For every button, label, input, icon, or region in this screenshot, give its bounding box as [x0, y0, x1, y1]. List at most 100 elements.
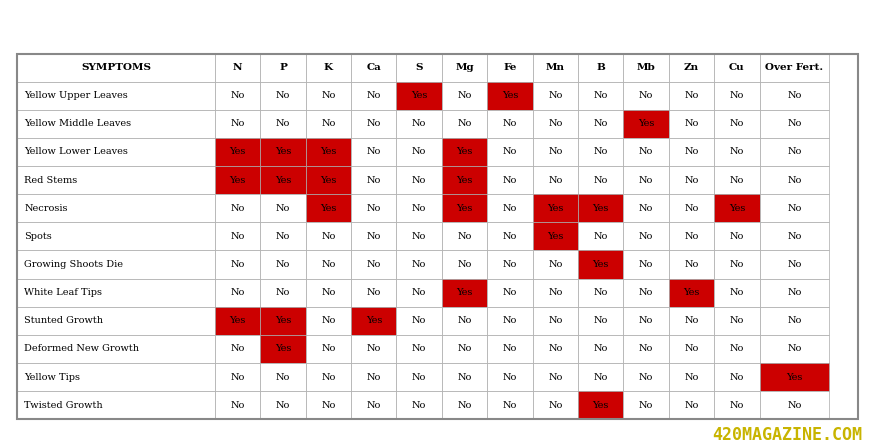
Text: No: No: [548, 120, 563, 128]
Bar: [260, 279, 306, 307]
Bar: [215, 279, 260, 307]
Text: No: No: [412, 148, 427, 157]
Bar: [714, 279, 760, 307]
Bar: [442, 82, 487, 110]
Text: No: No: [367, 372, 381, 381]
Text: Yes: Yes: [729, 204, 745, 213]
Bar: [714, 82, 760, 110]
Bar: [306, 335, 351, 363]
Text: Yellow Upper Leaves: Yellow Upper Leaves: [24, 91, 128, 100]
Text: Yes: Yes: [787, 372, 803, 381]
Bar: [714, 307, 760, 335]
Bar: [396, 251, 442, 279]
Bar: [396, 82, 442, 110]
Bar: [578, 363, 624, 391]
Text: No: No: [548, 401, 563, 410]
Bar: [578, 138, 624, 166]
Text: 420MAGAZINE.COM: 420MAGAZINE.COM: [712, 426, 862, 444]
Text: Necrosis: Necrosis: [24, 204, 68, 213]
Bar: [533, 335, 578, 363]
Text: No: No: [730, 372, 744, 381]
Text: Stunted Growth: Stunted Growth: [24, 316, 104, 325]
Text: No: No: [685, 204, 699, 213]
Text: Yes: Yes: [275, 176, 291, 185]
Text: Deformed New Growth: Deformed New Growth: [24, 344, 139, 353]
Bar: [215, 363, 260, 391]
Bar: [533, 54, 578, 82]
Bar: [17, 391, 215, 419]
Text: Yes: Yes: [275, 344, 291, 353]
Text: Yes: Yes: [592, 260, 609, 269]
Text: Yes: Yes: [229, 176, 246, 185]
Bar: [533, 110, 578, 138]
Bar: [351, 166, 396, 194]
Text: No: No: [787, 148, 801, 157]
Text: Yes: Yes: [684, 288, 699, 297]
Text: No: No: [367, 91, 381, 100]
Text: No: No: [321, 316, 335, 325]
Text: No: No: [412, 401, 427, 410]
Bar: [669, 82, 714, 110]
Bar: [669, 251, 714, 279]
Bar: [306, 166, 351, 194]
Text: No: No: [321, 91, 335, 100]
Bar: [578, 222, 624, 251]
Text: Yes: Yes: [321, 148, 336, 157]
Bar: [714, 335, 760, 363]
Text: No: No: [685, 91, 699, 100]
Bar: [442, 391, 487, 419]
Text: N: N: [233, 63, 242, 72]
Text: No: No: [503, 148, 517, 157]
Bar: [351, 335, 396, 363]
Text: No: No: [787, 344, 801, 353]
Bar: [306, 222, 351, 251]
Text: No: No: [593, 344, 608, 353]
Text: Yes: Yes: [547, 204, 564, 213]
Text: No: No: [503, 288, 517, 297]
Bar: [669, 279, 714, 307]
Bar: [624, 335, 669, 363]
Bar: [760, 335, 829, 363]
Bar: [487, 363, 533, 391]
Text: Ca: Ca: [367, 63, 381, 72]
Bar: [215, 54, 260, 82]
Bar: [533, 279, 578, 307]
Bar: [442, 166, 487, 194]
Text: No: No: [231, 120, 245, 128]
Text: White Leaf Tips: White Leaf Tips: [24, 288, 103, 297]
Text: No: No: [685, 232, 699, 241]
Bar: [487, 194, 533, 222]
Bar: [260, 222, 306, 251]
Text: No: No: [231, 288, 245, 297]
Bar: [442, 335, 487, 363]
Text: No: No: [730, 148, 744, 157]
Text: No: No: [639, 344, 653, 353]
Bar: [487, 222, 533, 251]
Text: Yes: Yes: [321, 204, 336, 213]
Text: No: No: [412, 120, 427, 128]
Text: Yes: Yes: [275, 316, 291, 325]
Bar: [396, 391, 442, 419]
Text: No: No: [503, 260, 517, 269]
Text: No: No: [730, 120, 744, 128]
Text: No: No: [457, 120, 472, 128]
Text: Yes: Yes: [275, 148, 291, 157]
Text: No: No: [593, 120, 608, 128]
Bar: [578, 166, 624, 194]
Bar: [624, 110, 669, 138]
Bar: [714, 222, 760, 251]
Text: Growing Shoots Die: Growing Shoots Die: [24, 260, 124, 269]
Bar: [760, 363, 829, 391]
Text: No: No: [639, 372, 653, 381]
Text: No: No: [503, 316, 517, 325]
Bar: [396, 335, 442, 363]
Bar: [215, 335, 260, 363]
Text: Yellow Lower Leaves: Yellow Lower Leaves: [24, 148, 128, 157]
Text: Cu: Cu: [729, 63, 745, 72]
Text: No: No: [639, 232, 653, 241]
Text: No: No: [685, 401, 699, 410]
Bar: [351, 279, 396, 307]
Text: Yes: Yes: [456, 176, 473, 185]
Bar: [624, 363, 669, 391]
Bar: [578, 194, 624, 222]
